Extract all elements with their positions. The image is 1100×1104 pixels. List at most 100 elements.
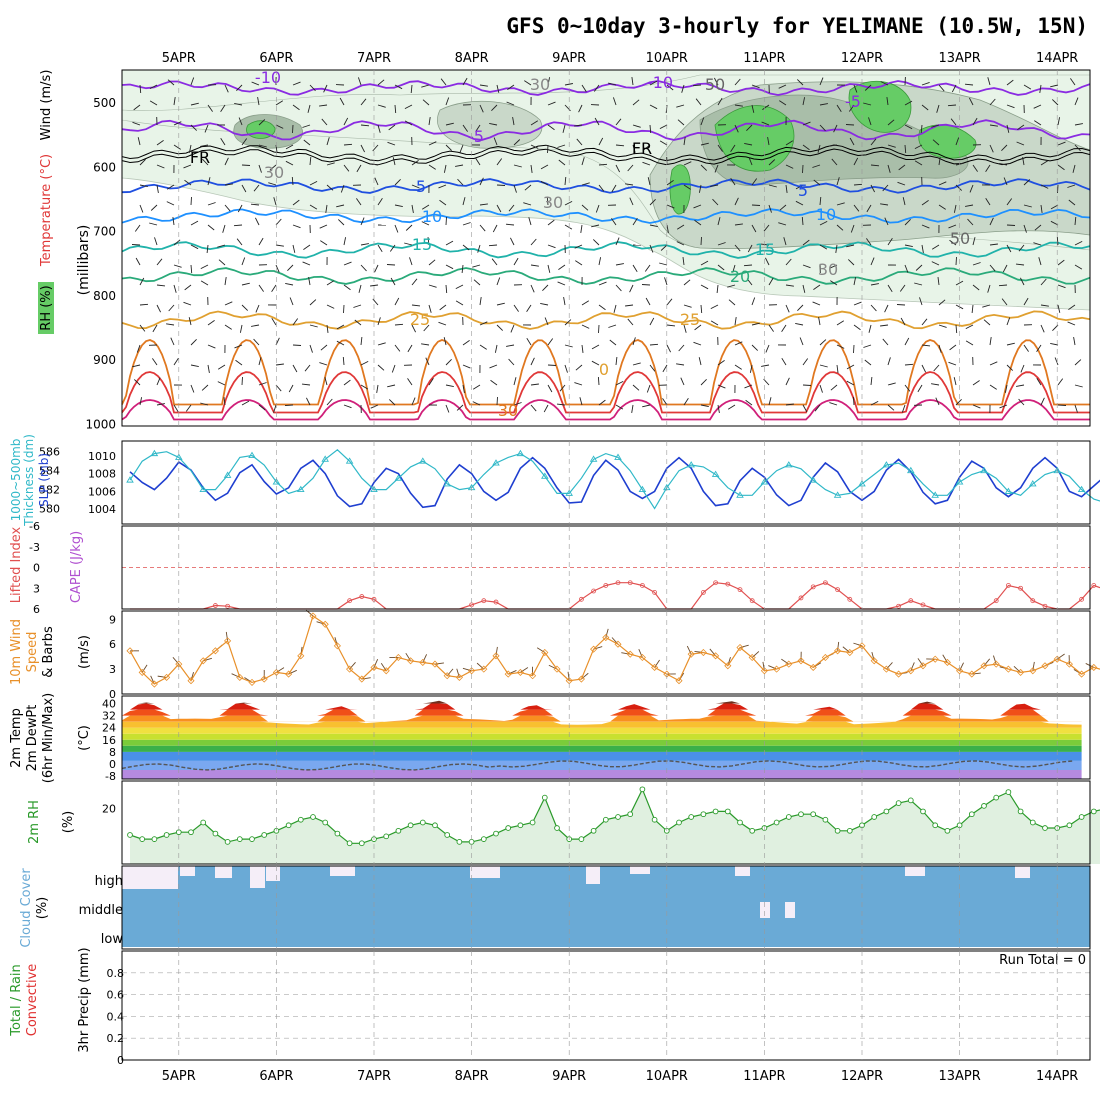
rh-green-core-5 [670,165,690,214]
wind-barb [456,301,463,305]
wind-barb [497,325,503,331]
rh2m-point [469,839,474,844]
wind-barb [236,360,243,365]
wind-barb [558,282,565,285]
contour-label: 30 [264,163,284,182]
wind-barb [565,345,573,347]
ylabel-10m-wind: 10m Wind [9,619,24,685]
rh2m-point [164,833,169,838]
wind-barb [395,324,403,325]
wind-barb [169,305,174,311]
cloud-row-label-low: low [101,932,124,947]
wind-barb [506,345,514,346]
wind-barb [290,298,293,306]
rh2m-point [494,831,499,836]
rh2m-point [384,834,389,839]
date-label-top: 14APR [1036,51,1078,66]
wind-barb [238,205,242,212]
contour-label: 25 [410,310,430,329]
contour-label: 50 [950,229,970,248]
wind-barb [293,365,297,372]
date-label-top: 13APR [938,51,980,66]
wind-barb [728,405,735,409]
rh2m-point [128,833,133,838]
wind-barb [1074,337,1075,345]
wind-barb [837,365,838,373]
ylabel-lifted-index: Lifted Index [9,526,24,603]
wind-barb [701,237,702,245]
wind-barb [514,377,516,385]
wind10-barb [655,660,660,667]
rh2m-point [774,820,779,825]
rh2m-point [457,839,462,844]
ylabel-cloud-cover: Cloud Cover [19,868,34,948]
wind-barb [646,298,650,305]
wind-barb [421,344,429,345]
wind-barb [548,339,553,346]
wind-barb [446,217,447,225]
slp-tick-label: 1004 [88,503,116,516]
rh2m-point [1006,790,1011,795]
pressure-tick-label: 900 [93,353,116,367]
wind10-speed-line [130,616,1100,684]
rh2m-point [335,831,340,836]
rh2m-point [799,812,804,817]
wind10-barb [886,662,892,669]
wind-barb [256,305,259,312]
wind-barb [1058,185,1059,193]
temp-band [122,722,1082,728]
ylabel-1000-500mb: 1000~500mb [9,439,23,522]
wind10-tick-label: 9 [109,613,116,626]
wind-barb [185,285,191,290]
wind-barb [174,265,182,267]
lifted-index-tick-label: 0 [33,562,40,575]
temp-band [122,746,1082,752]
rh2m-point [237,837,242,842]
wind-barb [293,125,294,133]
wind-barb [1055,358,1058,366]
wind-barb [259,285,264,292]
isotherm-40 [122,400,1090,420]
rh2m-point [677,820,682,825]
wind-barb [599,305,606,310]
wind-barb [837,321,844,325]
wind-barb [218,382,225,385]
wind-barb [922,319,927,325]
upper-ylabel-wind: Wind (m/s) [39,70,54,141]
wind10-barb [142,665,147,673]
wind-barb [242,165,250,166]
contour-label: -5 [845,92,861,111]
cloud-gap-high [470,866,500,878]
cloud-row-label-middle: middle [79,903,123,918]
rh2m-point [286,823,291,828]
wind10-barb [350,662,356,669]
upper-ylabel-temperature: Temperature (°C) [39,154,54,267]
wind-barb [625,305,633,306]
wind-barb [406,225,412,231]
wind-barb [492,259,497,265]
ylabel-slp: SLP (mb) [37,453,51,507]
cloud-gap-high [905,866,925,876]
wind-barb [510,238,514,245]
wind-barb [593,239,599,245]
rh2m-point [982,804,987,809]
date-label-top: 5APR [162,51,196,66]
contour-label: -10 [255,68,281,87]
wind-barb [462,265,463,273]
wind-barb [225,205,230,211]
wind10-barb [435,663,444,664]
wind-barb [240,325,242,333]
cloud-gap-high [180,866,195,876]
wind-barb [803,405,807,412]
rh2m-point [408,823,413,828]
wind-barb [378,365,384,370]
wind-barb [1058,379,1063,385]
rh2m-point [347,841,352,846]
wind-barb [527,305,531,312]
wind10-barb [173,657,179,664]
wind-barb [259,357,261,365]
wind-barb [361,265,367,271]
lifted-index-tick-label: -3 [29,541,40,554]
wind-barb [865,360,871,365]
